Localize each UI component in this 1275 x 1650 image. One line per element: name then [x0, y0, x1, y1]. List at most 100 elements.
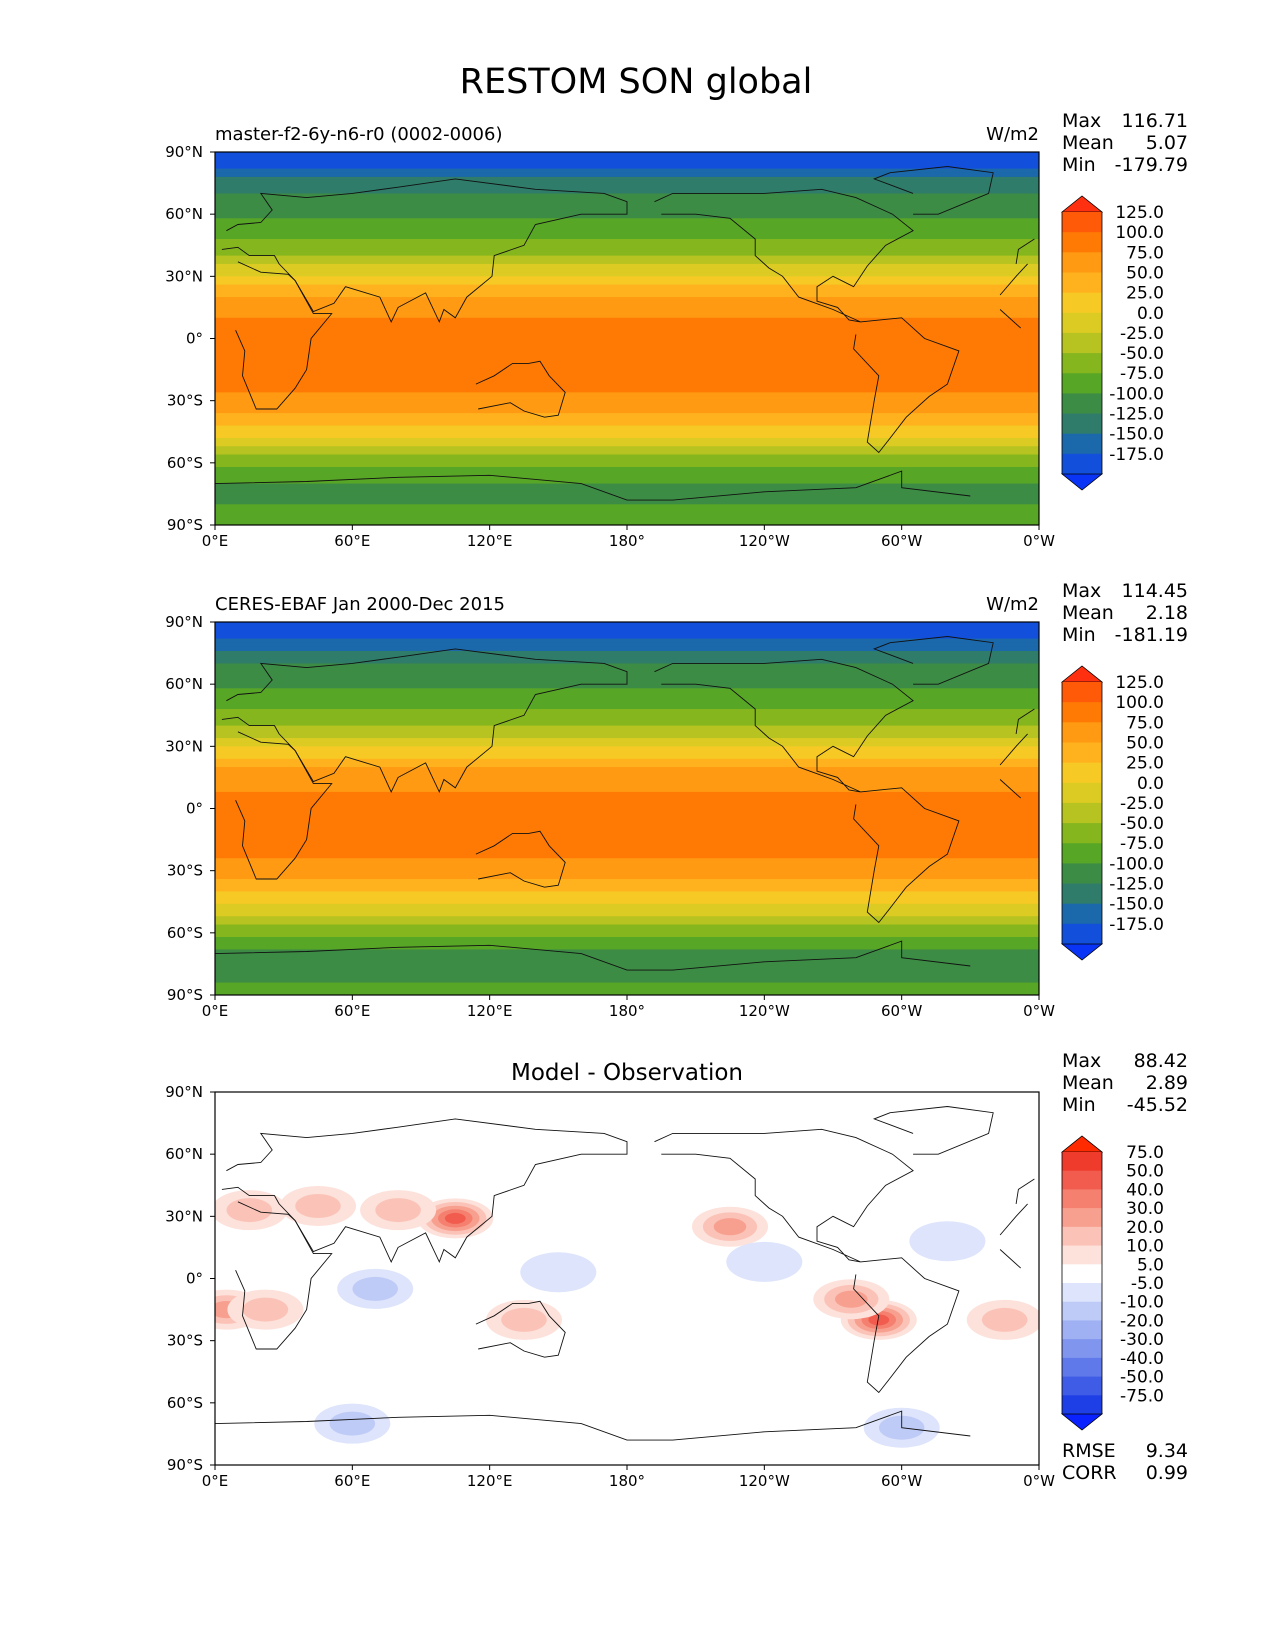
colorbar-label: -25.0 — [1120, 794, 1164, 814]
y-tick-label: 30°S — [167, 1332, 203, 1350]
field-band — [215, 346, 1039, 352]
stat-value: 5.07 — [1146, 132, 1188, 154]
field-band — [215, 812, 1039, 818]
field-band — [215, 508, 1039, 514]
field-band — [215, 928, 1039, 934]
field-band — [215, 630, 1039, 636]
colorbar-label: -10.0 — [1120, 1293, 1164, 1313]
colorbar-extend-top — [1060, 1135, 1104, 1153]
field-band — [215, 255, 1039, 261]
colorbar-extend-top — [1060, 665, 1104, 683]
field-band — [215, 516, 1039, 522]
field-band — [215, 454, 1039, 460]
x-tick-label: 60°E — [334, 532, 370, 550]
coastline-africa — [999, 1203, 1028, 1236]
colorbar-label: 40.0 — [1126, 1180, 1164, 1200]
colorbar-label: 20.0 — [1126, 1218, 1164, 1238]
colorbar-swatch — [1062, 332, 1102, 354]
coastline-africa-1 — [235, 261, 333, 410]
stat-label: Min — [1062, 624, 1096, 646]
anomaly-contour — [352, 1276, 399, 1301]
field-band — [215, 226, 1039, 232]
colorbar-extend-top — [1060, 195, 1104, 213]
field-band — [215, 974, 1039, 980]
field-band — [215, 837, 1039, 843]
colorbar-swatch — [1062, 1320, 1102, 1340]
y-tick-label: 60°S — [167, 454, 203, 472]
colorbar-swatch — [1062, 883, 1102, 905]
x-tick-label: 120°E — [467, 532, 513, 550]
stat-value: -45.52 — [1127, 1094, 1188, 1116]
stat-label: Mean — [1062, 132, 1114, 154]
colorbar-label: -100.0 — [1109, 854, 1164, 874]
y-tick-label: 0° — [186, 1270, 203, 1288]
coastline-eurasia — [1015, 708, 1035, 734]
field-band — [215, 866, 1039, 872]
field-band — [215, 384, 1039, 389]
map-panel-1: 0°E 60°E 120°E 180° 120°W 60°W 0°W 90°N 60°N 30°N… — [165, 110, 1188, 550]
y-tick-label: 30°N — [165, 1207, 203, 1225]
colorbar-label: -125.0 — [1109, 875, 1164, 895]
field-band — [215, 638, 1039, 644]
anomaly-contour — [501, 1307, 547, 1332]
field-band — [215, 692, 1039, 698]
field-band — [215, 379, 1039, 385]
field-band — [215, 646, 1039, 652]
field-band — [215, 462, 1039, 468]
coastline-eurasia — [1015, 1178, 1035, 1204]
field-band — [215, 700, 1039, 706]
field-band — [215, 978, 1039, 984]
field-band — [215, 168, 1039, 174]
field-band — [215, 651, 1039, 656]
map-panel-2: 0°E 60°E 120°E 180° 120°W 60°W 0°W 90°N 60°N 30°N… — [165, 580, 1188, 1020]
y-tick-label: 60°S — [167, 924, 203, 942]
field-band — [215, 622, 1039, 627]
field-band — [215, 375, 1039, 381]
field-band — [215, 970, 1039, 975]
field-band — [215, 404, 1039, 410]
coastline-samerica — [853, 1257, 960, 1394]
field-band — [215, 313, 1039, 319]
field-band — [215, 297, 1039, 302]
field-band — [215, 272, 1039, 277]
colorbar-swatch — [1062, 782, 1102, 804]
field-band — [215, 750, 1039, 756]
field-band — [215, 924, 1039, 930]
anomaly-contour — [868, 1314, 890, 1326]
field-band — [215, 626, 1039, 631]
x-tick-label: 60°W — [881, 532, 923, 550]
field-band — [215, 421, 1039, 427]
y-tick-label: 90°N — [165, 613, 203, 631]
x-tick-label: 0°W — [1023, 532, 1055, 550]
coastline-australia — [475, 1300, 566, 1358]
colorbar-swatch — [1062, 272, 1102, 294]
coastline-antarctic — [215, 470, 971, 501]
field-band — [215, 808, 1039, 814]
field-band — [215, 471, 1039, 476]
field-band — [215, 413, 1039, 418]
stat-label: Max — [1062, 1050, 1101, 1072]
field-band — [215, 767, 1039, 772]
field-band — [215, 371, 1039, 377]
colorbar-label: -25.0 — [1120, 324, 1164, 344]
field-band — [215, 738, 1039, 743]
field-band — [215, 858, 1039, 863]
stat-value: 0.99 — [1146, 1462, 1188, 1484]
x-tick-label: 60°E — [334, 1002, 370, 1020]
stat-value: 114.45 — [1122, 580, 1188, 602]
colorbar-swatch — [1062, 702, 1102, 723]
colorbar-label: -50.0 — [1120, 344, 1164, 364]
colorbar-extend-bottom — [1060, 1413, 1104, 1431]
x-tick-label: 60°W — [881, 1002, 923, 1020]
coastline-namerica — [654, 188, 914, 323]
field-band — [215, 350, 1039, 356]
x-tick-label: 0°E — [202, 532, 229, 550]
anomaly-contour — [375, 1198, 421, 1223]
y-tick-label: 90°S — [167, 516, 203, 534]
map-panel-3: 0°E 60°E 120°E 180° 120°W 60°W 0°W 90°N 60°N 30°N… — [165, 1050, 1188, 1490]
colorbar: 75.050.040.030.020.010.05.0-5.0-10.0-20.… — [1060, 1135, 1164, 1431]
field-band — [215, 986, 1039, 992]
coastline-australia — [475, 830, 566, 888]
colorbar-swatch — [1062, 433, 1102, 455]
colorbar-label: 0.0 — [1137, 774, 1164, 794]
